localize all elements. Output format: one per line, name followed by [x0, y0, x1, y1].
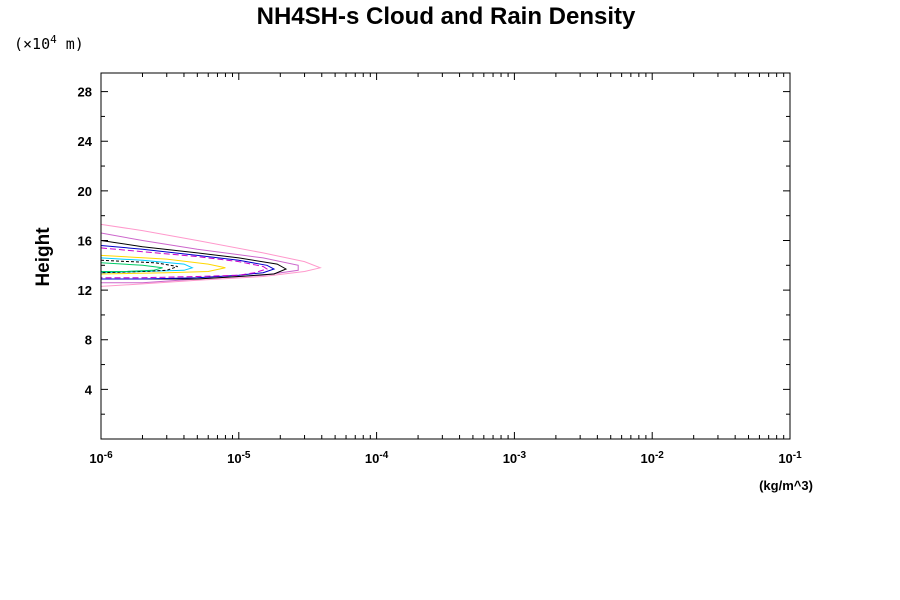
x-tick-label: 10-3	[503, 450, 527, 466]
y-tick-label: 4	[85, 382, 93, 397]
y-axis-label: Height	[33, 227, 54, 287]
ticks-layer	[100, 73, 791, 439]
series-line-4	[100, 245, 276, 280]
series-line-1	[100, 223, 322, 287]
y-unit-prefix: (×10	[14, 35, 50, 53]
x-axis-unit: (kg/m^3)	[759, 478, 813, 493]
y-unit-suffix: m)	[57, 35, 84, 53]
x-tick-label: 10-4	[365, 450, 389, 466]
y-tick-label: 20	[78, 184, 92, 199]
plot-frame	[100, 72, 791, 440]
x-tick-label: 10-6	[89, 450, 113, 466]
series-line-6	[100, 254, 226, 275]
y-tick-label: 24	[78, 134, 93, 149]
x-tick-label: 10-2	[641, 450, 665, 466]
series-line-2	[100, 232, 299, 284]
y-tick-label: 28	[78, 85, 92, 100]
x-tick-label: 10-1	[778, 450, 802, 466]
series-layer	[100, 223, 322, 287]
series-line-9	[100, 262, 163, 272]
y-unit-exponent: 4	[50, 33, 57, 46]
series-line-8	[100, 259, 178, 274]
y-tick-label: 16	[78, 233, 92, 248]
chart-title: NH4SH-s Cloud and Rain Density	[257, 3, 636, 30]
series-line-5	[100, 247, 269, 279]
series-line-3	[100, 240, 288, 280]
tick-labels-layer: 4 8 12 16 20 24 28 10-6 10-5 10-4 10-3 10-2 10-1	[78, 85, 803, 466]
y-tick-label: 8	[85, 333, 92, 348]
x-tick-label: 10-5	[227, 450, 251, 466]
y-unit-label: (×104 m)	[14, 33, 84, 53]
y-tick-label: 12	[78, 283, 92, 298]
